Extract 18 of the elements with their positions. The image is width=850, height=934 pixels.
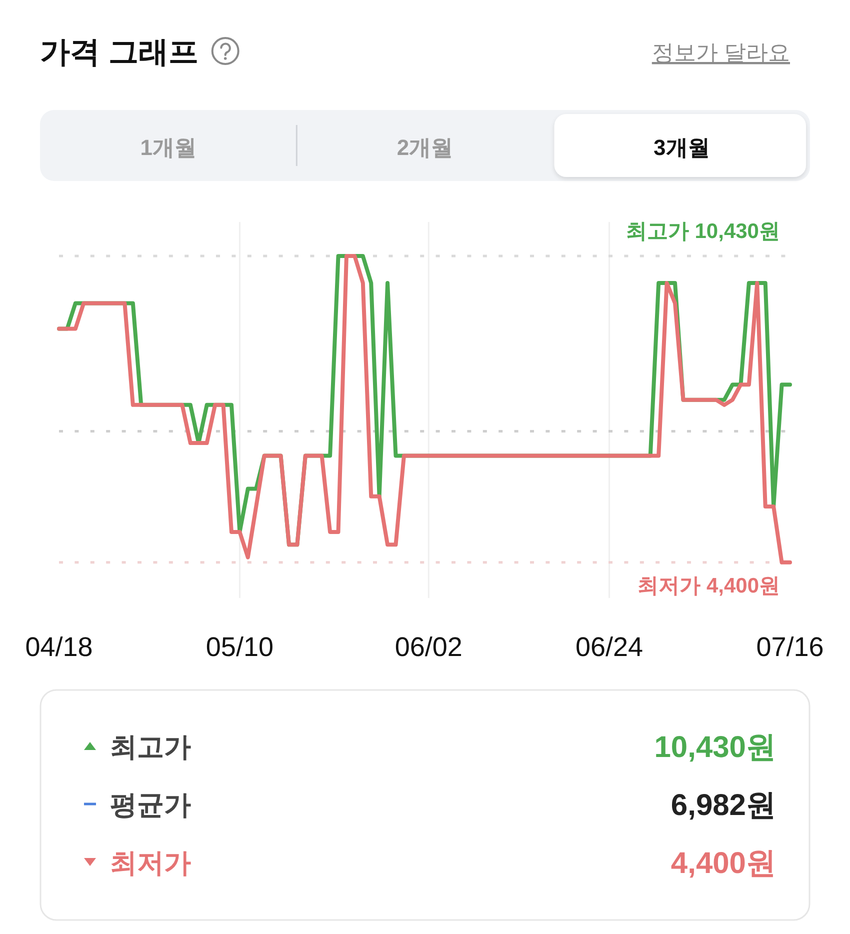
category-label: 최저가 (110, 848, 191, 878)
text: 1개월 (140, 135, 196, 160)
ref-line-label: 최고가 10,430원 (626, 220, 780, 244)
text: 2개월 (396, 135, 454, 160)
chart-title: 가격 그래프 (40, 36, 198, 69)
ref-line-label: 최저가 4,400원 (638, 574, 780, 598)
text: 정보가 달라요 (652, 40, 790, 65)
category-label: 최고가 (110, 732, 191, 762)
x-tick-label: 06/24 (576, 632, 644, 662)
text: 6,982원 (670, 789, 776, 822)
x-tick-label: 04/18 (25, 632, 93, 662)
text: 3개월 (654, 135, 710, 160)
category-label: 평균가 (110, 790, 191, 820)
x-tick-label: 05/10 (206, 632, 274, 662)
x-tick-label: 07/16 (756, 632, 824, 662)
text: 4,400원 (670, 847, 776, 880)
x-tick-label: 06/02 (394, 632, 462, 662)
text: 10,430원 (654, 731, 776, 764)
